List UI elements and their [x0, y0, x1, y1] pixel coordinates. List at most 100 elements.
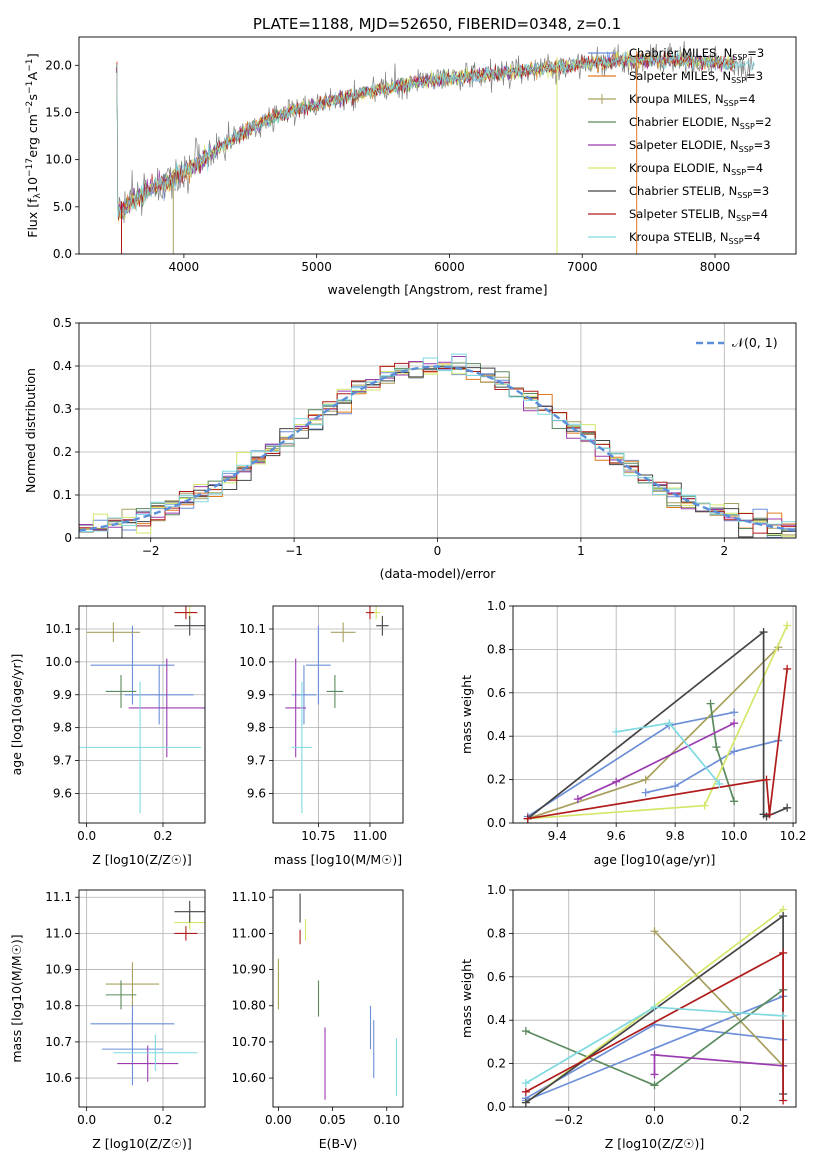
x-tick-label: 10.75 — [301, 829, 335, 843]
panel-spectrum: 4000 5000 6000 7000 8000 0.0 5.0 10.0 15.0 20.0 wa… — [25, 36, 797, 297]
mass-weight-marker — [671, 782, 680, 791]
legend-sub: SSP — [737, 191, 752, 200]
x-tick-label: 0 — [434, 544, 442, 558]
mass-weight-marker — [573, 795, 582, 804]
x-tick-label: −2 — [142, 544, 160, 558]
x-axis-label: E(B-V) — [319, 1136, 358, 1151]
mass-weight-marker — [650, 1050, 659, 1059]
axes-frame — [78, 889, 206, 1108]
y-tick-label: 10.70 — [232, 1035, 266, 1049]
mass-weight-line — [653, 930, 784, 1067]
y-tick-label: 0.0 — [487, 816, 506, 830]
spectrum-series-line — [115, 51, 735, 223]
y-label-part: s — [25, 94, 40, 101]
legend-base: Chabrier STELIB, N — [629, 184, 737, 198]
y-tick-label: 0.6 — [487, 686, 506, 700]
y-tick-label: 10.80 — [232, 999, 266, 1013]
panel-mass_vs_Z: 0.0 0.2 10.6 10.7 10.8 10.9 11.0 11.1 Z [log10(Z… — [9, 889, 206, 1151]
y-tick-label: 11.10 — [232, 890, 266, 904]
y-tick-label: 11.00 — [232, 926, 266, 940]
y-axis-label: age [log10(age/yr)] — [9, 654, 24, 776]
y-tick-label: 10.8 — [45, 999, 72, 1013]
legend-sub: SSP — [731, 76, 746, 85]
y-tick-label: 9.8 — [247, 721, 266, 735]
mass-weight-marker — [641, 775, 650, 784]
y-label-part: λ — [33, 193, 43, 199]
y-tick-label: 0.3 — [53, 402, 72, 416]
legend-base: Kroupa STELIB, N — [629, 230, 729, 244]
mass-weight-marker — [523, 814, 532, 823]
mass-weight-line — [527, 668, 789, 820]
legend-tail: =3 — [746, 69, 763, 83]
y-label-part: ] — [25, 53, 40, 58]
legend-sub: SSP — [740, 122, 755, 131]
legend-label: Salpeter MILES, NSSP=3 — [629, 69, 763, 85]
x-tick-label: 0.00 — [265, 1113, 292, 1127]
y-label-part: 10 — [25, 177, 40, 193]
y-tick-label: 0.0 — [487, 1100, 506, 1114]
x-tick-label: 8000 — [700, 260, 731, 274]
y-tick-label: 0 — [64, 531, 72, 545]
legend-sub: SSP — [729, 237, 744, 246]
axes-frame — [272, 889, 404, 1108]
x-tick-label: 5000 — [301, 260, 332, 274]
legend-sub: SSP — [732, 53, 747, 62]
y-tick-label: 15.0 — [45, 105, 72, 119]
mass-weight-marker — [762, 775, 771, 784]
axes-frame — [272, 605, 404, 824]
y-axis-label: mass weight — [459, 675, 474, 754]
panel-mass_weight_vs_Z: −0.2 0.0 0.2 0.0 0.2 0.4 0.6 0.8 1.0 Z [log10(Z/Z… — [459, 883, 797, 1151]
axes-frame — [78, 605, 206, 824]
panel-age_vs_Z: 0.0 0.2 9.6 9.7 9.8 9.9 10.0 10.1 Z [log10(Z/Z☉)… — [9, 605, 206, 867]
x-tick-label: 0.0 — [645, 1113, 664, 1127]
x-axis-label: age [log10(age/yr)] — [594, 852, 716, 867]
legend-base: Kroupa ELODIE, N — [629, 161, 731, 175]
x-tick-label: 11.00 — [353, 829, 387, 843]
x-axis-label: Z [log10(Z/Z☉)] — [92, 1136, 192, 1151]
y-tick-label: 0.8 — [487, 642, 506, 656]
legend-tail: =3 — [752, 184, 769, 198]
x-tick-label: 0.2 — [153, 1113, 172, 1127]
mass-weight-marker — [779, 1096, 788, 1105]
x-tick-label: 10.2 — [780, 829, 807, 843]
x-tick-label: 2 — [720, 544, 728, 558]
y-tick-label: 0.6 — [487, 970, 506, 984]
legend-sub: SSP — [724, 99, 739, 108]
y-label-part: −2 — [25, 101, 35, 114]
x-tick-label: 9.4 — [548, 829, 567, 843]
legend-label: Salpeter ELODIE, NSSP=3 — [629, 138, 771, 154]
y-label-part: −1 — [25, 58, 35, 71]
mass-weight-marker — [521, 1098, 530, 1107]
x-tick-label: 9.8 — [666, 829, 685, 843]
figure-title: PLATE=1188, MJD=52650, FIBERID=0348, z=0… — [253, 15, 621, 33]
y-tick-label: 1.0 — [487, 599, 506, 613]
y-axis-label: mass weight — [459, 959, 474, 1038]
mass-weight-marker — [730, 708, 739, 717]
y-tick-label: 9.8 — [53, 721, 72, 735]
mass-weight-marker — [759, 628, 768, 637]
mass-weight-marker — [612, 727, 621, 736]
legend-tail: =4 — [744, 230, 761, 244]
y-axis-label: mass [log10(M/M☉)] — [9, 934, 24, 1062]
legend-tail: =4 — [739, 92, 756, 106]
y-tick-label: 10.0 — [239, 655, 266, 669]
y-tick-label: 0.8 — [487, 926, 506, 940]
y-tick-label: 0.4 — [487, 729, 506, 743]
x-tick-label: 7000 — [567, 260, 598, 274]
x-tick-label: −1 — [285, 544, 303, 558]
panel-mass_vs_ebv: 0.00 0.05 0.10 10.60 10.70 10.80 10.90 11.00 11.… — [232, 889, 404, 1151]
y-tick-label: 0.4 — [487, 1013, 506, 1027]
y-tick-label: 0.2 — [487, 1057, 506, 1071]
y-tick-label: 9.9 — [247, 688, 266, 702]
x-axis-label: Z [log10(Z/Z☉)] — [605, 1136, 705, 1151]
y-label-part: A — [25, 71, 40, 80]
legend-tail: =4 — [746, 161, 763, 175]
histogram-step — [79, 362, 796, 538]
histogram-step — [79, 353, 796, 537]
legend-base: Chabrier ELODIE, N — [629, 115, 740, 129]
legend-label: Kroupa MILES, NSSP=4 — [629, 92, 755, 108]
x-tick-label: −0.2 — [554, 1113, 583, 1127]
axes-frame — [512, 605, 797, 824]
mass-weight-marker — [665, 719, 674, 728]
